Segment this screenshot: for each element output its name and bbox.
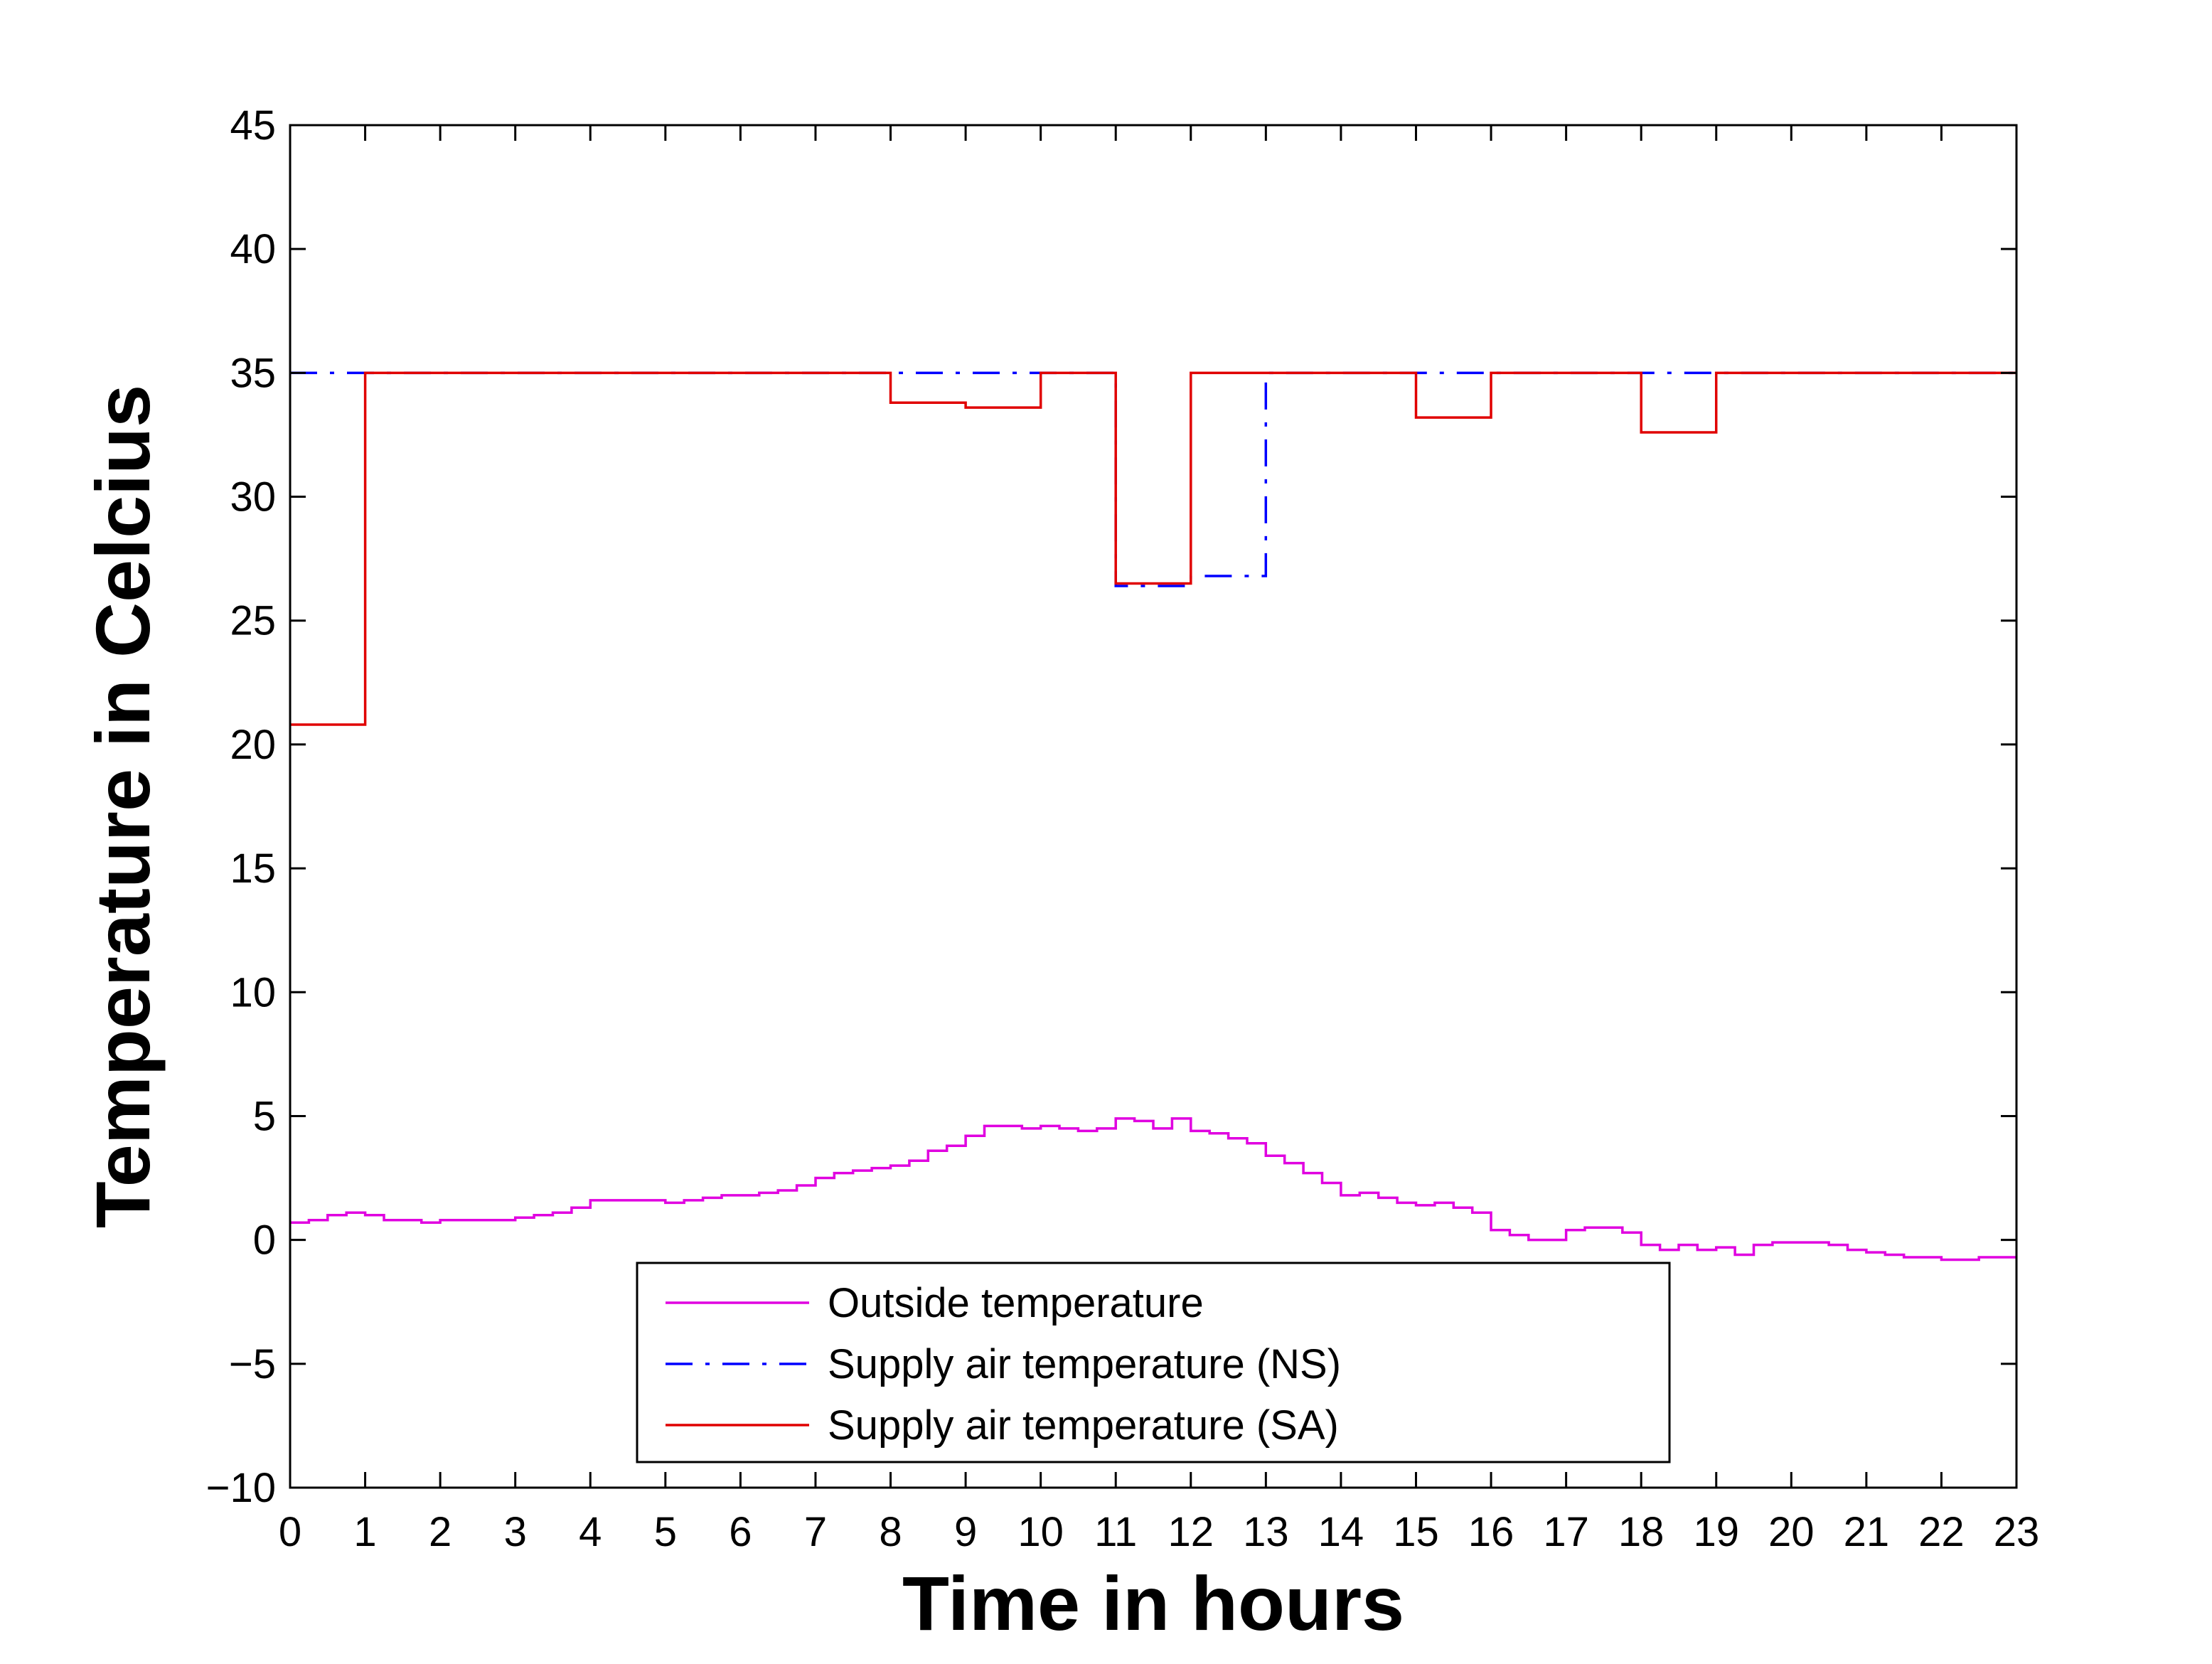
x-tick-label: 5 <box>654 1509 677 1555</box>
series-layer <box>290 371 2016 1262</box>
x-tick-label: 2 <box>429 1509 452 1555</box>
y-tick-label: −5 <box>229 1341 276 1387</box>
y-tick-label: 10 <box>230 969 276 1015</box>
series-line-2 <box>290 371 2016 726</box>
x-tick-label: 8 <box>879 1509 902 1555</box>
y-tick-label: 0 <box>253 1217 276 1264</box>
y-tick-label: 15 <box>230 846 276 892</box>
x-tick-label: 1 <box>353 1509 376 1555</box>
x-tick-label: 15 <box>1393 1509 1439 1555</box>
x-tick-label: 12 <box>1168 1509 1214 1555</box>
y-tick-label: 20 <box>230 722 276 768</box>
x-tick-label: 13 <box>1243 1509 1289 1555</box>
x-tick-label: 14 <box>1318 1509 1364 1555</box>
y-tick-label: 30 <box>230 474 276 521</box>
x-tick-label: 17 <box>1543 1509 1589 1555</box>
legend: Outside temperature Supply air temperatur… <box>636 1262 1671 1463</box>
x-tick-label: 7 <box>804 1509 827 1555</box>
x-tick-label: 9 <box>954 1509 977 1555</box>
series-line-0 <box>290 1117 2016 1262</box>
x-tick-label: 10 <box>1017 1509 1064 1555</box>
legend-label-2: Supply air temperature (SA) <box>828 1402 1339 1449</box>
x-tick-label: 19 <box>1693 1509 1739 1555</box>
x-axis-title: Time in hours <box>902 1560 1404 1646</box>
x-tick-label: 23 <box>1994 1509 2040 1555</box>
y-tick-label: 45 <box>230 102 276 149</box>
y-tick-label: 35 <box>230 350 276 396</box>
plot-frame <box>289 124 2018 1489</box>
legend-label-0: Outside temperature <box>828 1280 1204 1326</box>
x-tick-label: 16 <box>1468 1509 1514 1555</box>
x-tick-label: 11 <box>1094 1509 1137 1555</box>
x-tick-label: 22 <box>1918 1509 1965 1555</box>
y-tick-label: 25 <box>230 598 276 644</box>
x-tick-label: 20 <box>1768 1509 1815 1555</box>
x-tick-label: 21 <box>1844 1509 1890 1555</box>
x-tick-label: 18 <box>1618 1509 1665 1555</box>
x-tick-label: 4 <box>579 1509 602 1555</box>
y-axis-title: Temperature in Celcius <box>80 385 166 1228</box>
x-tick-label: 3 <box>504 1509 527 1555</box>
tick-labels: 0 1 2 3 4 5 6 7 8 9 10 11 12 13 14 15 16 17 18 19 20 21 22 23−1… <box>206 102 2040 1555</box>
legend-box <box>636 1262 1671 1463</box>
ticks-layer <box>289 124 2018 1489</box>
x-tick-label: 6 <box>729 1509 752 1555</box>
y-tick-label: 40 <box>230 226 276 272</box>
legend-label-1: Supply air temperature (NS) <box>828 1341 1341 1387</box>
x-tick-label: 0 <box>279 1509 301 1555</box>
y-tick-label: 5 <box>253 1093 276 1139</box>
y-tick-label: −10 <box>206 1465 276 1511</box>
